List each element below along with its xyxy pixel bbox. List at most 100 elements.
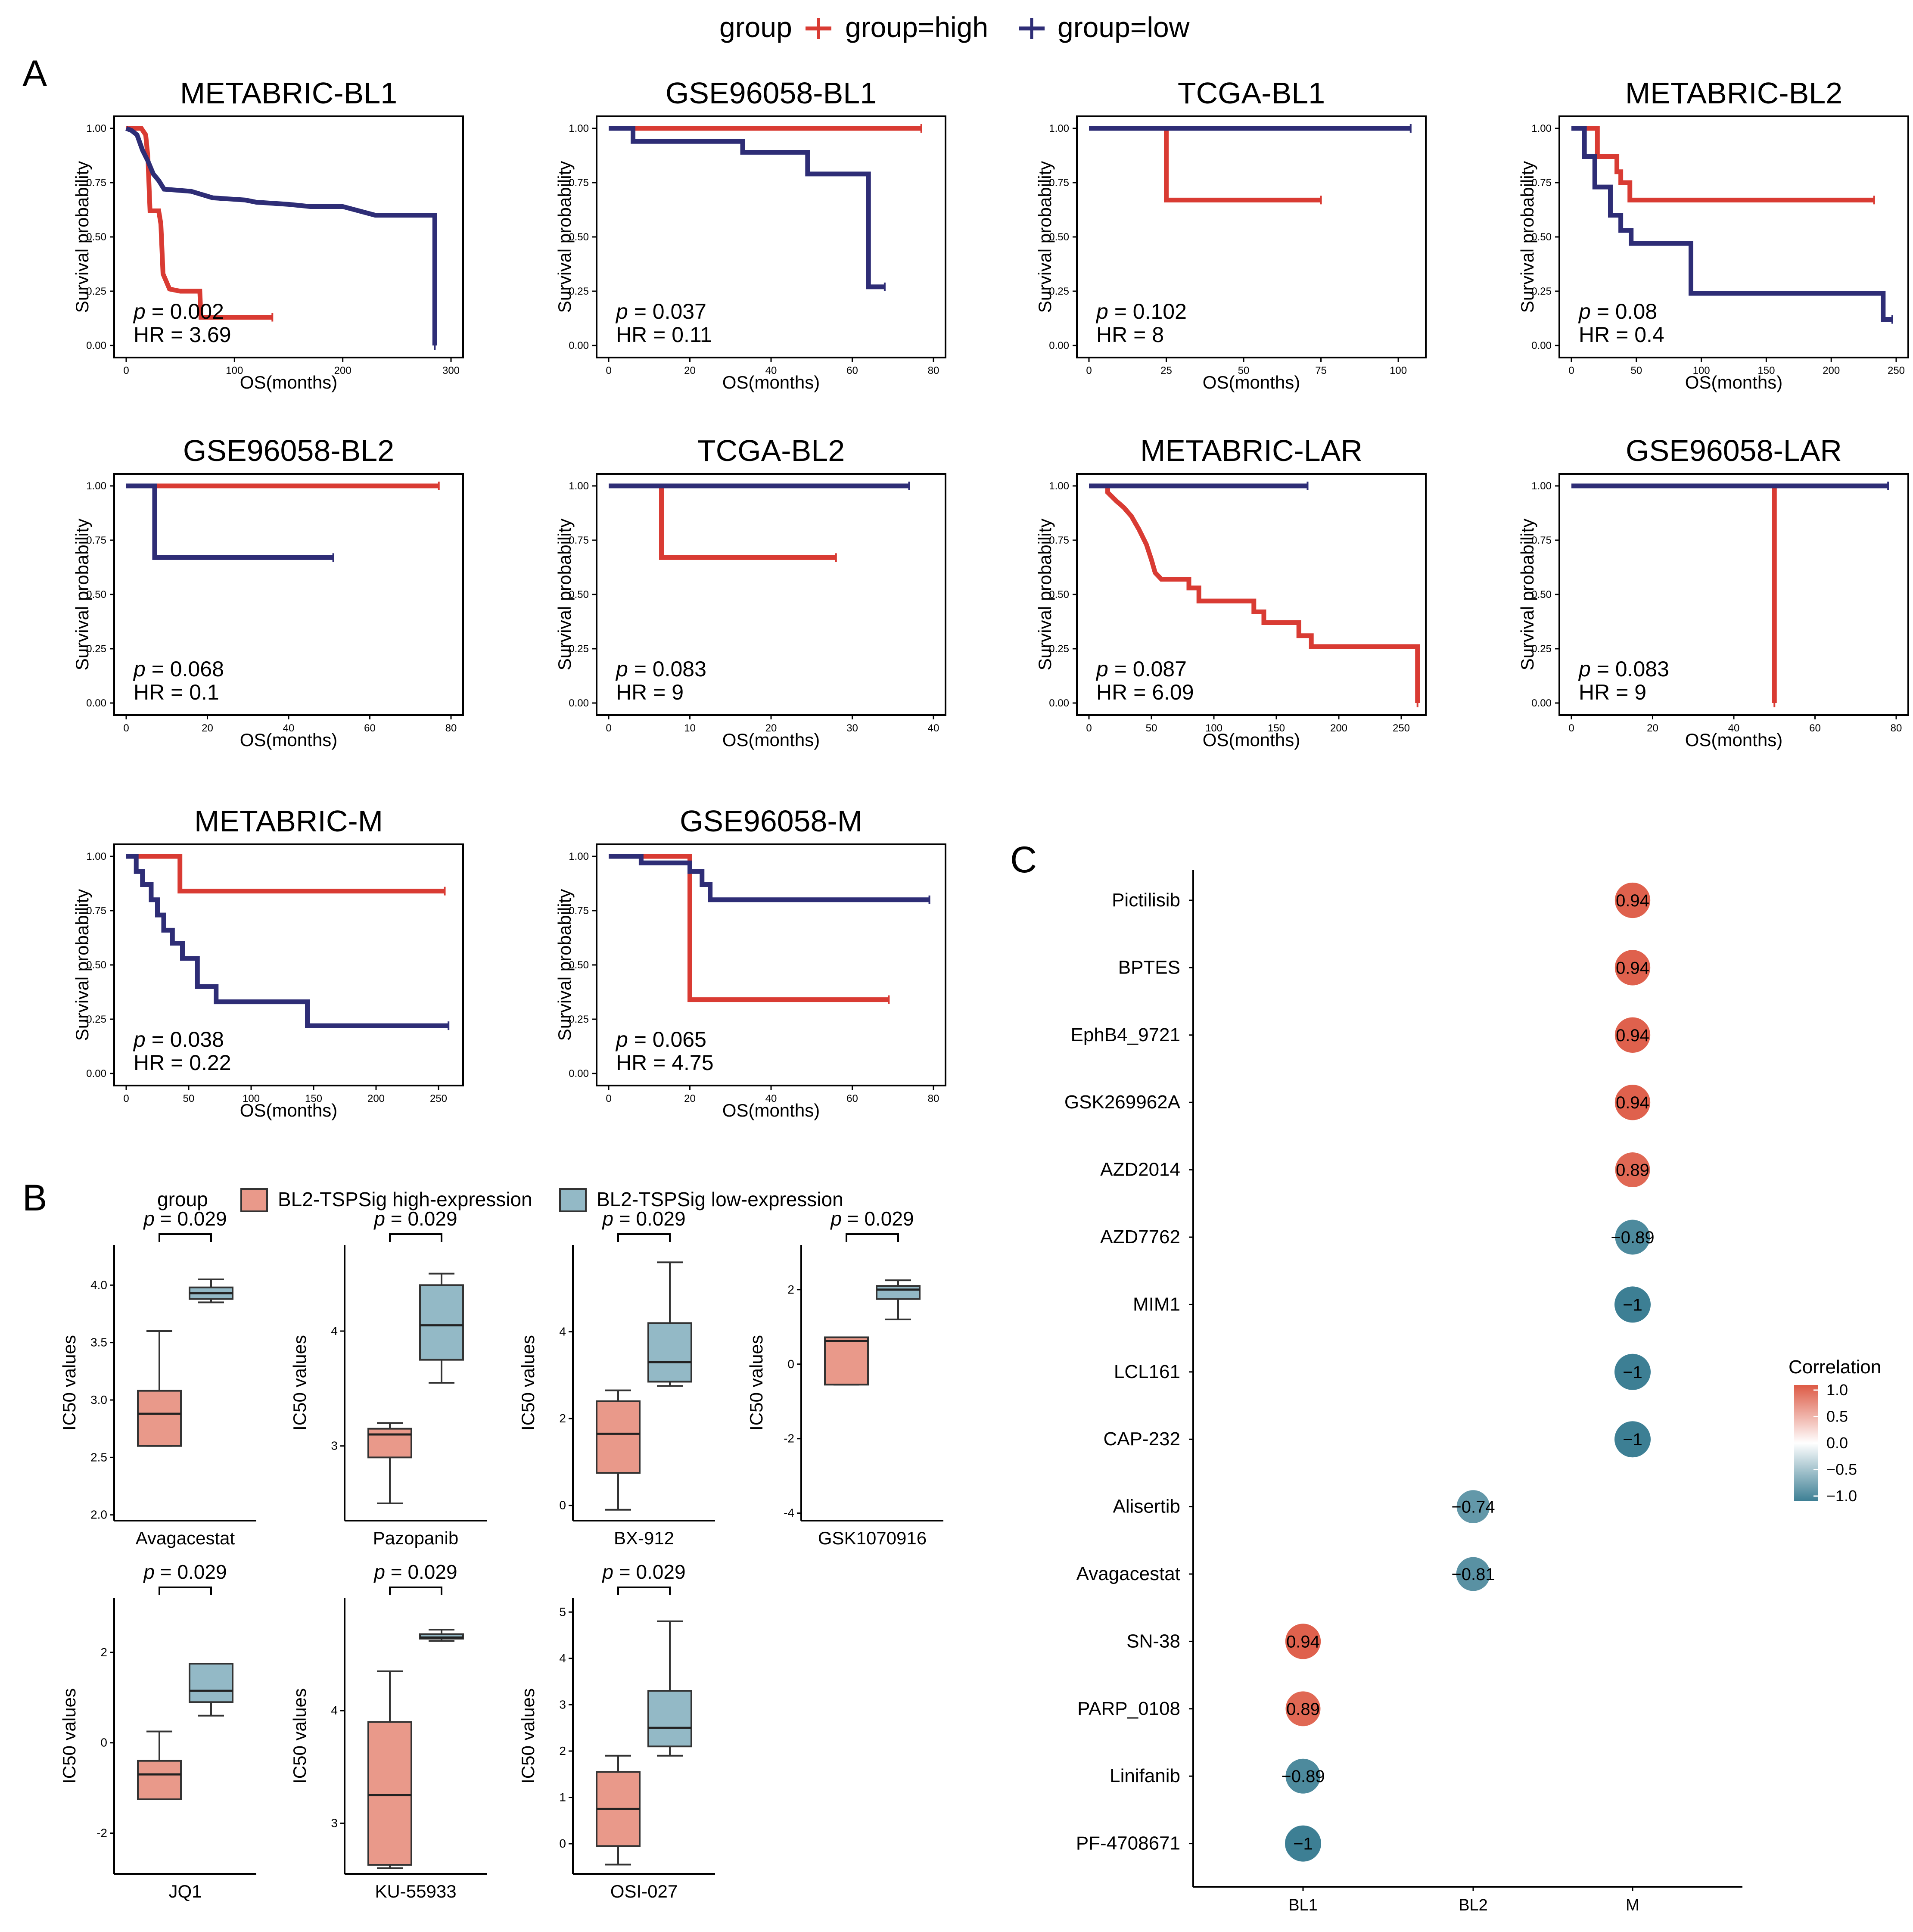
km-x-tick-label: 0: [123, 722, 129, 734]
km-p-value: p = 0.065: [615, 1027, 706, 1052]
km-curve-high: [126, 854, 445, 894]
km-x-tick-label: 80: [928, 365, 939, 376]
km-x-tick-label: 0: [1086, 722, 1092, 734]
km-hazard-ratio: HR = 9: [1579, 680, 1646, 704]
km-x-tick-label: 75: [1315, 365, 1327, 376]
km-title: GSE96058-BL2: [183, 434, 394, 467]
km-hazard-ratio: HR = 4.75: [616, 1051, 714, 1075]
km-plot: TCGA-BL1 0.00 0.25 0.50 0.75 1.00 0 25 50 75 100 OS…: [1035, 76, 1427, 392]
box-y-label: IC50 values: [746, 1335, 766, 1431]
km-y-tick-label: 0.00: [86, 340, 106, 352]
km-p-value: p = 0.083: [1578, 657, 1669, 681]
corr-drug-label: Pictilisib: [1112, 890, 1180, 911]
km-y-tick-label: 0.25: [86, 643, 106, 655]
panel-label-a: A: [22, 53, 47, 94]
corr-dot-label: 0.94: [1616, 891, 1649, 910]
km-y-tick-label: 0.00: [1531, 340, 1552, 352]
km-x-tick-label: 20: [684, 1093, 696, 1104]
km-title: TCGA-BL1: [1178, 76, 1325, 110]
corr-drug-label: Avagacestat: [1076, 1563, 1180, 1584]
box-y-tick-label: 2: [559, 1412, 566, 1425]
corr-drug-label: GSK269962A: [1064, 1092, 1181, 1113]
box-low: [419, 1284, 464, 1361]
corr-dot: [1456, 1490, 1490, 1523]
km-x-tick-label: 0: [606, 365, 611, 376]
box-y-tick-label: 3: [559, 1698, 566, 1711]
km-y-tick-label: 0.50: [1049, 231, 1069, 243]
corr-drug-label: BPTES: [1118, 957, 1180, 978]
boxplot: -4 -2 0 2 IC50 values GSK1070916 p = 0.029: [746, 1207, 943, 1548]
box-y-tick-label: 2.0: [90, 1508, 107, 1521]
box-y-label: IC50 values: [59, 1335, 79, 1431]
km-title: TCGA-BL2: [697, 434, 845, 467]
box-high: [824, 1336, 869, 1386]
km-y-tick-label: 0.00: [1531, 697, 1552, 709]
box-p-value: p = 0.029: [143, 1207, 227, 1230]
km-plot: GSE96058-BL1 0.00 0.25 0.50 0.75 1.00 0 20 40 60 8…: [554, 76, 946, 392]
box-y-label: IC50 values: [289, 1335, 310, 1431]
corr-dot-label: −0.74: [1451, 1498, 1495, 1517]
box-y-tick-label: 4: [559, 1652, 566, 1665]
boxplot: 2.0 2.5 3.0 3.5 4.0 IC50 values Avagacestat p =…: [59, 1207, 256, 1548]
km-x-tick-label: 0: [1568, 365, 1574, 376]
corr-dot: [1285, 1691, 1321, 1727]
km-x-tick-label: 0: [123, 365, 129, 376]
top-legend-low: group=low: [1058, 11, 1190, 43]
corr-dot-label: 0.94: [1616, 1026, 1649, 1045]
corr-legend-tick-label: 0.5: [1826, 1408, 1848, 1425]
top-legend-high: group=high: [845, 11, 988, 43]
km-y-tick-label: 0.25: [1531, 286, 1552, 297]
panel-b-legend: group BL2-TSPSig high-expression BL2-TSP…: [157, 1188, 843, 1212]
km-y-tick-label: 1.00: [569, 480, 589, 492]
corr-x-label: BL2: [1459, 1896, 1488, 1914]
box-significance-bracket: [159, 1587, 212, 1595]
km-x-tick-label: 80: [928, 1093, 939, 1104]
box-y-tick-label: -4: [784, 1506, 794, 1520]
boxplot: 3 4 IC50 values KU-55933 p = 0.029: [289, 1561, 487, 1901]
km-y-label: Survival probability: [554, 889, 575, 1041]
km-x-tick-label: 60: [1809, 722, 1821, 734]
km-y-label: Survival probability: [554, 519, 575, 671]
km-x-tick-label: 40: [765, 365, 777, 376]
km-y-tick-label: 0.00: [86, 697, 106, 709]
box-y-tick-label: 1: [559, 1791, 566, 1804]
km-x-tick-label: 80: [1891, 722, 1902, 734]
corr-dot-label: −1: [1623, 1430, 1642, 1449]
km-p-value: p = 0.068: [133, 657, 224, 681]
corr-dot: [1614, 1085, 1651, 1120]
km-curve-low: [125, 126, 437, 345]
box-p-value: p = 0.029: [830, 1207, 914, 1230]
corr-legend-tick-label: 0.0: [1826, 1434, 1848, 1452]
km-y-tick-label: 0.75: [569, 535, 589, 546]
corr-drug-label: SN-38: [1126, 1630, 1180, 1652]
km-x-label: OS(months): [722, 1100, 820, 1120]
km-x-tick-label: 50: [183, 1093, 195, 1104]
km-x-tick-label: 20: [202, 722, 213, 734]
km-y-label: Survival probability: [72, 889, 92, 1041]
km-y-tick-label: 0.75: [1049, 177, 1069, 189]
km-y-tick-label: 0.50: [1049, 589, 1069, 600]
km-x-tick-label: 0: [1568, 722, 1574, 734]
km-x-tick-label: 100: [1390, 365, 1407, 376]
box-y-label: IC50 values: [59, 1688, 79, 1784]
km-x-tick-label: 40: [283, 722, 295, 734]
box-significance-bracket: [389, 1587, 442, 1595]
corr-dot-label: −1: [1623, 1295, 1642, 1314]
km-y-tick-label: 0.75: [1531, 177, 1552, 189]
km-title: GSE96058-LAR: [1626, 434, 1842, 467]
km-x-tick-label: 60: [846, 1093, 858, 1104]
km-x-tick-label: 250: [1393, 722, 1410, 734]
box-drug-label: BX-912: [614, 1528, 674, 1548]
box-p-value: p = 0.029: [601, 1207, 685, 1230]
corr-x-label: M: [1626, 1896, 1639, 1914]
km-x-tick-label: 40: [765, 1093, 777, 1104]
km-x-label: OS(months): [240, 730, 337, 750]
corr-drug-label: LCL161: [1114, 1361, 1180, 1382]
km-x-tick-label: 150: [305, 1093, 322, 1104]
km-y-label: Survival probability: [1517, 161, 1537, 313]
km-p-value: p = 0.037: [615, 299, 706, 324]
km-y-tick-label: 0.50: [86, 231, 106, 243]
km-x-tick-label: 10: [684, 722, 696, 734]
box-y-tick-label: 5: [559, 1605, 566, 1618]
corr-drug-label: MIM1: [1133, 1294, 1180, 1315]
